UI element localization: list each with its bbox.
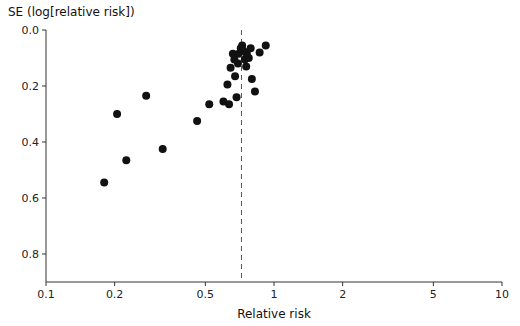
x-tick-label: 1 (271, 288, 278, 301)
point (113, 110, 121, 118)
point (227, 64, 235, 72)
x-tick (46, 282, 47, 286)
x-tick-label: 0.5 (197, 288, 215, 301)
point (100, 179, 108, 187)
reference-line (241, 30, 242, 282)
point (142, 92, 150, 100)
y-tick (42, 254, 46, 255)
x-tick-label: 2 (339, 288, 346, 301)
axes: 0.1 0.2 0.5 1 2 5 10 0.0 0.2 0.4 0.6 0.8 (22, 24, 510, 301)
x-tick-label: 10 (495, 288, 509, 301)
point (247, 44, 255, 52)
x-tick (114, 282, 115, 286)
point (223, 81, 231, 89)
point (248, 75, 256, 83)
point (225, 100, 233, 108)
point (245, 54, 253, 62)
y-tick (42, 86, 46, 87)
point (242, 62, 250, 70)
x-tick-label: 0.1 (37, 288, 55, 301)
y-tick-label: 0.6 (22, 192, 40, 205)
x-axis-label: Relative risk (237, 307, 311, 321)
y-axis-line (46, 30, 47, 282)
point (251, 88, 259, 96)
point (193, 117, 201, 125)
point (159, 145, 167, 153)
point (262, 41, 270, 49)
x-tick-label: 0.2 (106, 288, 124, 301)
y-tick-label: 0.8 (22, 248, 40, 261)
plot-area (100, 30, 270, 282)
point (233, 93, 241, 101)
x-tick (205, 282, 206, 286)
point (234, 60, 242, 68)
point (256, 48, 264, 56)
y-tick-label: 0.0 (22, 24, 40, 37)
x-tick (433, 282, 434, 286)
x-tick (274, 282, 275, 286)
y-tick (42, 198, 46, 199)
y-tick-label: 0.4 (22, 136, 40, 149)
y-tick (42, 142, 46, 143)
x-tick-label: 5 (430, 288, 437, 301)
point (122, 156, 130, 164)
point (231, 72, 239, 80)
x-tick (342, 282, 343, 286)
y-axis-label: SE (log[relative risk]) (8, 5, 135, 19)
x-tick (502, 282, 503, 286)
y-tick (42, 30, 46, 31)
point (205, 100, 213, 108)
y-tick-label: 0.2 (22, 80, 40, 93)
chart: 0.1 0.2 0.5 1 2 5 10 0.0 0.2 0.4 0.6 0.8 Relative ri… (0, 0, 520, 326)
